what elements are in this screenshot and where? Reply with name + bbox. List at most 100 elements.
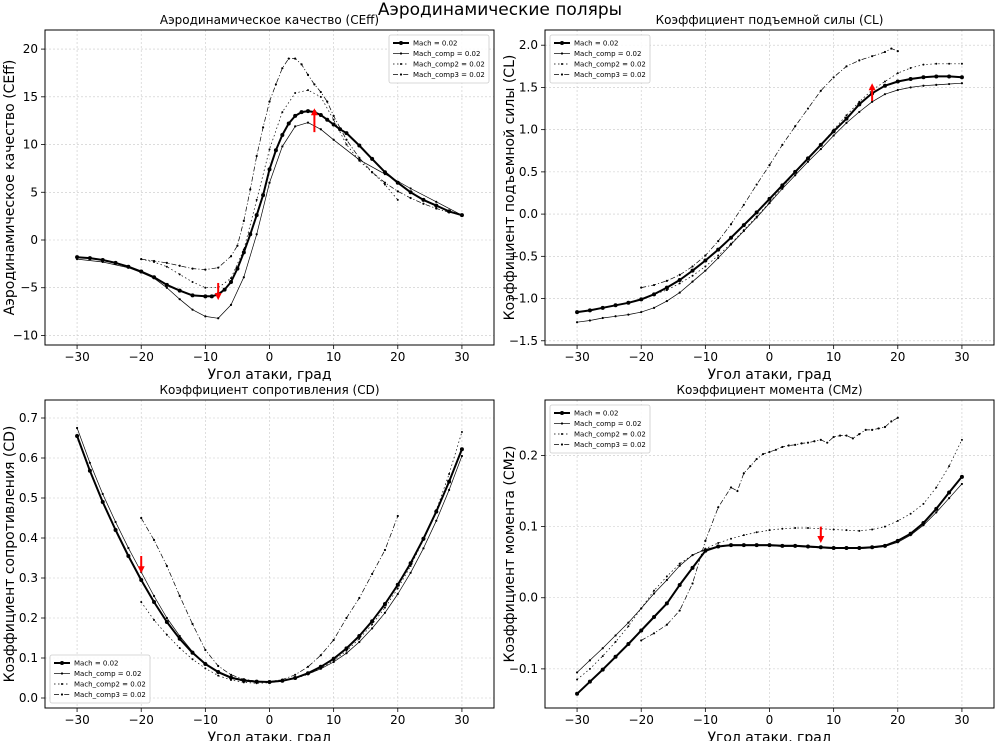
data-point — [587, 308, 592, 313]
data-point — [209, 294, 214, 299]
series-line — [641, 48, 898, 288]
series-2 — [576, 438, 963, 681]
data-point — [935, 83, 938, 86]
data-point — [306, 673, 309, 676]
data-point — [896, 519, 899, 522]
data-point — [241, 250, 246, 255]
x-tick-label: −10 — [693, 713, 718, 727]
series-3 — [640, 416, 899, 642]
data-point — [448, 211, 451, 214]
data-point — [358, 596, 361, 600]
data-point — [704, 269, 707, 272]
data-point — [345, 143, 348, 146]
data-point — [165, 286, 168, 289]
legend-label: Mach_comp = 0.02 — [574, 50, 641, 58]
data-point — [909, 67, 912, 70]
data-point — [601, 655, 604, 658]
data-point — [703, 258, 708, 263]
x-tick-label: 30 — [454, 713, 469, 727]
change-arrow — [310, 108, 318, 133]
data-point — [781, 186, 784, 189]
data-point — [435, 200, 438, 203]
data-point — [127, 266, 130, 269]
data-point — [281, 67, 284, 70]
data-point — [690, 268, 695, 273]
y-tick-label: 0.2 — [19, 611, 38, 625]
data-point — [794, 174, 797, 177]
change-arrow — [868, 83, 876, 101]
data-point — [800, 442, 803, 445]
data-point — [742, 472, 745, 475]
data-point — [851, 437, 854, 440]
data-point — [921, 75, 926, 80]
series-line — [141, 89, 399, 289]
data-point — [749, 465, 752, 468]
data-point — [280, 133, 285, 137]
x-tick-label: 10 — [326, 713, 341, 727]
data-point — [717, 254, 720, 257]
data-point — [100, 500, 105, 504]
data-point — [947, 490, 952, 495]
data-point — [665, 575, 668, 578]
data-point — [960, 482, 964, 486]
data-point — [229, 673, 233, 676]
legend-label: Mach_comp2 = 0.02 — [574, 61, 646, 69]
data-point — [100, 258, 105, 263]
data-point — [273, 148, 278, 153]
data-point — [325, 117, 330, 122]
data-point — [318, 112, 323, 117]
data-point — [164, 620, 169, 624]
data-point — [729, 235, 734, 240]
data-point — [677, 277, 682, 282]
data-point — [396, 592, 399, 596]
data-point — [575, 691, 580, 696]
data-point — [448, 473, 451, 475]
legend-box — [388, 34, 490, 84]
data-point — [768, 544, 771, 547]
data-point — [871, 528, 874, 531]
data-point — [896, 88, 899, 92]
subplot-title: Коэффициент момента (CMz) — [677, 383, 863, 397]
data-point — [858, 529, 861, 532]
data-point — [588, 659, 591, 662]
data-point — [383, 181, 387, 184]
y-tick-label: 0.7 — [19, 411, 38, 425]
x-tick-label: 20 — [890, 350, 905, 364]
x-tick-label: −10 — [193, 713, 218, 727]
data-point — [242, 219, 245, 223]
data-point — [896, 72, 899, 75]
data-point — [600, 667, 605, 672]
data-point — [300, 63, 303, 66]
data-point — [826, 441, 829, 444]
data-point — [422, 547, 425, 550]
data-point — [883, 50, 887, 54]
data-point — [140, 257, 143, 261]
data-point — [242, 248, 245, 251]
data-point — [299, 110, 304, 115]
change-arrow — [214, 282, 222, 301]
x-tick-label: −10 — [693, 350, 718, 364]
data-point — [332, 659, 335, 662]
data-point — [268, 148, 271, 151]
y-tick-label: 10 — [23, 138, 38, 152]
y-tick-label: 0.1 — [519, 520, 538, 534]
data-point — [935, 511, 938, 514]
data-point — [383, 548, 387, 552]
data-point — [871, 55, 874, 58]
y-tick-label: −0.1 — [509, 662, 538, 676]
data-point — [627, 621, 630, 624]
data-point — [665, 279, 668, 282]
data-point — [858, 433, 861, 436]
data-point — [371, 572, 374, 576]
x-tick-label: −20 — [629, 350, 654, 364]
data-point — [217, 674, 220, 677]
data-point — [222, 287, 227, 292]
series-line — [576, 439, 963, 680]
series-2 — [640, 62, 963, 300]
data-point — [459, 447, 464, 452]
data-point — [794, 125, 797, 128]
data-point — [831, 129, 836, 134]
legend-marker — [560, 422, 564, 425]
y-tick-label: 1.0 — [519, 123, 538, 137]
data-point — [75, 257, 79, 261]
